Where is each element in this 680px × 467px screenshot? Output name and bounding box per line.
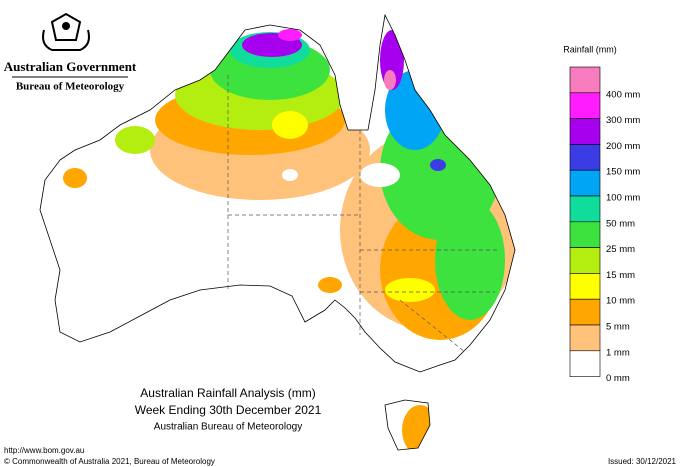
legend-swatch — [569, 324, 601, 352]
footer-copyright: © Commonwealth of Australia 2021, Bureau… — [4, 457, 215, 466]
caption-source: Australian Bureau of Meteorology — [154, 422, 302, 433]
legend-swatch — [569, 169, 601, 197]
footer-url: http://www.bom.gov.au — [4, 446, 84, 455]
legend-label: 400 mm — [606, 89, 640, 100]
government-name: Australian Government — [4, 59, 137, 74]
legend-label: 25 mm — [606, 244, 635, 255]
agency-name: Bureau of Meteorology — [16, 81, 125, 93]
legend-label: 50 mm — [606, 218, 635, 229]
legend-label: 200 mm — [606, 141, 640, 152]
legend-label: 100 mm — [606, 193, 640, 204]
legend-swatch — [569, 350, 601, 377]
legend-swatch — [569, 118, 601, 145]
legend-label: 15 mm — [606, 270, 635, 281]
legend-swatch — [569, 195, 601, 223]
legend-swatch — [569, 273, 601, 300]
legend-label: 0 mm — [606, 373, 630, 384]
caption-subtitle: Week Ending 30th December 2021 — [135, 403, 322, 417]
legend-swatch — [569, 144, 601, 171]
legend: 400 mm 300 mm 200 mm 150 mm 100 mm 50 mm 25 mm… — [569, 66, 640, 384]
caption-title: Australian Rainfall Analysis (mm) — [140, 386, 315, 400]
legend-swatch — [569, 66, 601, 94]
legend-label: 5 mm — [606, 322, 630, 333]
crest — [42, 12, 90, 51]
rainfall-map — [39, 14, 516, 451]
legend-label: 300 mm — [606, 115, 640, 126]
footer-issued: Issued: 30/12/2021 — [608, 457, 677, 466]
legend-swatch — [569, 92, 601, 119]
legend-title: Rainfall (mm) — [563, 44, 617, 54]
legend-swatch — [569, 221, 601, 248]
legend-label: 10 mm — [606, 296, 635, 307]
legend-label: 1 mm — [606, 347, 630, 358]
legend-swatch — [569, 298, 601, 326]
legend-swatch — [569, 247, 601, 274]
legend-label: 150 mm — [606, 167, 640, 178]
